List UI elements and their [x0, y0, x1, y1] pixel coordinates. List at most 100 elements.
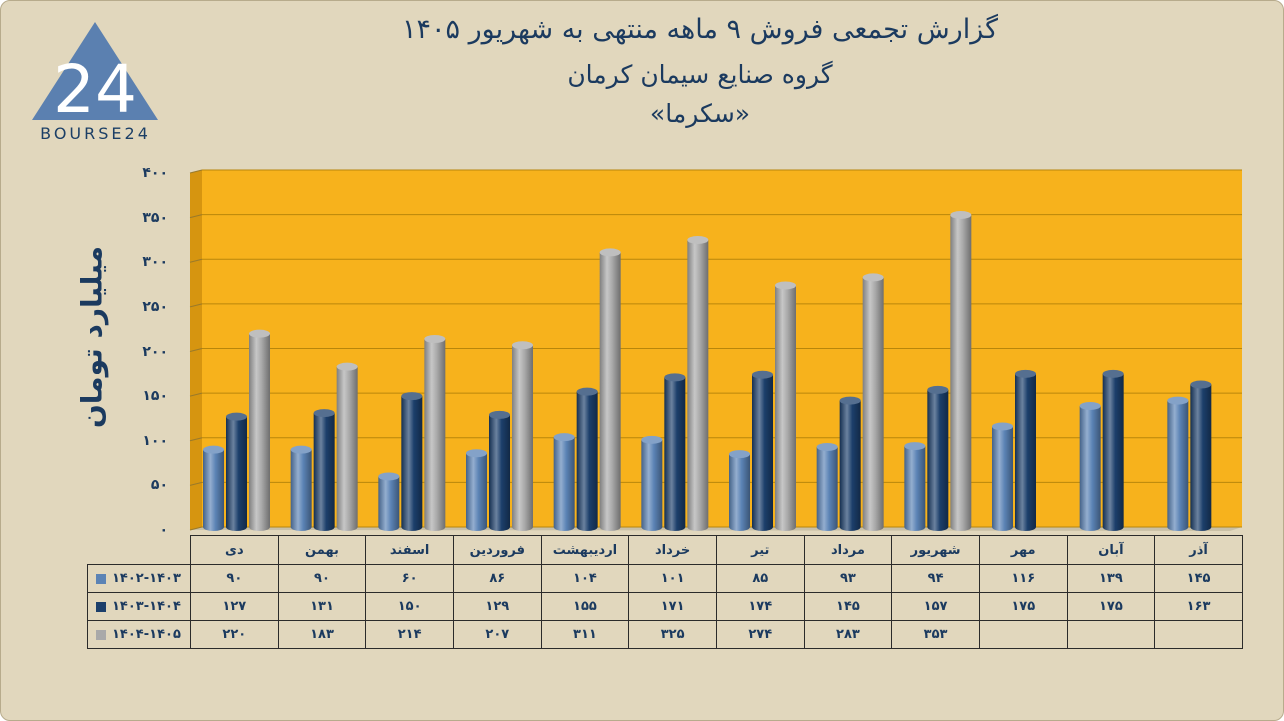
data-label: ۹۰: [190, 564, 279, 593]
series-name: ۱۴۰۴-۱۴۰۵: [112, 627, 181, 642]
bar-0-11: [1167, 400, 1189, 531]
data-label: ۲۱۴: [365, 620, 454, 649]
data-label: ۱۵۷: [891, 592, 980, 621]
grid-line-side: [189, 258, 203, 263]
bar-top-0-10: [1079, 401, 1101, 410]
data-label: ۱۰۱: [628, 564, 717, 593]
data-label: ۸۶: [452, 564, 542, 593]
bar-top-1-9: [1015, 369, 1036, 378]
bar-2-0: [249, 333, 270, 531]
bar-0-3: [466, 453, 487, 531]
bar-0-9: [992, 426, 1013, 531]
bar-1-8: [927, 389, 949, 531]
bar-top-2-5: [687, 235, 709, 244]
bar-top-2-4: [599, 248, 621, 257]
data-label: ۱۱۶: [978, 564, 1068, 593]
table-row: ۱۴۰۳-۱۴۰۴ ۱۲۷ ۱۳۱ ۱۵۰ ۱۲۹ ۱۵۵ ۱۷۱ ۱۷۴ ۱۴۵ ۱۵۷ ۱۷۵ ۱…: [87, 592, 1243, 621]
category-label: اردیبهشت: [540, 535, 630, 565]
category-label: خرداد: [628, 535, 717, 565]
data-label: ۳۲۵: [628, 620, 717, 649]
data-label: ۱۴۵: [1154, 564, 1243, 593]
data-label: ۳۵۳: [891, 620, 980, 649]
data-label: [1066, 620, 1156, 649]
chart-title: گزارش تجمعی فروش ۹ ماهه منتهی به شهریور …: [402, 14, 998, 45]
category-label: آذر: [1154, 535, 1243, 565]
bar-top-0-2: [378, 472, 400, 481]
bar-top-0-7: [816, 442, 838, 451]
bar-top-0-8: [904, 442, 926, 451]
y-tick-label: ۲۵۰: [142, 298, 168, 315]
bar-2-5: [687, 239, 709, 531]
category-label: شهریور: [891, 535, 980, 565]
bar-0-4: [553, 437, 575, 531]
category-label: مهر: [978, 535, 1068, 565]
data-label: ۲۲۰: [190, 620, 279, 649]
data-label: ۲۰۷: [452, 620, 542, 649]
grid-line-side: [189, 392, 203, 397]
y-tick-label: ۴۰۰: [142, 165, 168, 181]
grid-line-side: [189, 169, 203, 174]
plot-floor: [190, 527, 1242, 531]
bar-1-4: [576, 391, 598, 531]
bar-0-10: [1079, 405, 1101, 531]
bar-2-4: [599, 252, 621, 531]
bar-1-10: [1102, 373, 1124, 531]
bar-2-2: [424, 339, 446, 531]
bar-top-2-7: [862, 273, 884, 282]
y-tick-label: ۲۰۰: [142, 343, 168, 360]
bar-2-7: [862, 277, 884, 531]
bar-top-1-6: [752, 370, 773, 379]
logo-mark: 24: [53, 51, 137, 128]
bar-top-1-7: [839, 396, 861, 405]
bar-top-1-3: [489, 410, 510, 419]
bar-top-1-0: [226, 412, 247, 421]
bar-top-1-10: [1102, 369, 1124, 378]
category-label: آبان: [1066, 535, 1156, 565]
chart-subtitle: گروه صنایع سیمان کرمان: [567, 60, 833, 89]
y-tick-label: ۳۰۰: [142, 254, 168, 271]
bar-2-3: [512, 345, 533, 531]
table-header-row: دی بهمن اسفند فروردین اردیبهشت خرداد تیر مرداد ش…: [87, 535, 1243, 565]
bar-top-0-11: [1167, 396, 1189, 405]
data-label: ۱۳۱: [277, 592, 367, 621]
bar-0-7: [816, 446, 838, 531]
data-label: ۱۴۵: [803, 592, 893, 621]
data-label: ۹۴: [891, 564, 980, 593]
bar-top-1-5: [664, 373, 686, 382]
data-label: ۹۳: [803, 564, 893, 593]
grid-line-side: [189, 303, 203, 308]
bar-top-1-8: [927, 385, 949, 394]
legend-swatch: [96, 601, 106, 612]
data-label: [978, 620, 1068, 649]
y-tick-label: ۳۵۰: [142, 209, 168, 226]
bar-top-2-3: [512, 341, 533, 350]
bar-0-5: [641, 439, 663, 531]
bar-top-2-0: [249, 329, 270, 338]
data-label: ۱۲۷: [190, 592, 279, 621]
data-label: ۱۲۹: [452, 592, 542, 621]
series-label: ۱۴۰۴-۱۴۰۵: [87, 620, 191, 649]
bar-top-2-8: [950, 210, 972, 219]
bar-2-6: [775, 285, 796, 531]
grid-line-side: [189, 526, 203, 531]
data-label: ۸۵: [715, 564, 805, 593]
data-label: ۱۸۳: [277, 620, 367, 649]
grid-line-side: [189, 214, 203, 219]
data-label: ۱۶۳: [1154, 592, 1243, 621]
series-label: ۱۴۰۲-۱۴۰۳: [87, 564, 191, 593]
table-corner: [87, 535, 191, 565]
bar-top-0-6: [729, 450, 750, 459]
bar-0-6: [729, 454, 750, 531]
bar-1-5: [664, 377, 686, 531]
series-name: ۱۴۰۳-۱۴۰۴: [112, 599, 181, 614]
category-label: فروردین: [452, 535, 542, 565]
data-label: ۲۸۳: [803, 620, 893, 649]
category-label: بهمن: [277, 535, 367, 565]
bar-top-0-4: [553, 433, 575, 442]
data-label: ۱۵۰: [365, 592, 454, 621]
bar-0-1: [290, 449, 312, 531]
bar-top-1-11: [1190, 380, 1212, 389]
bar-1-2: [401, 396, 423, 531]
legend-swatch: [96, 573, 106, 584]
